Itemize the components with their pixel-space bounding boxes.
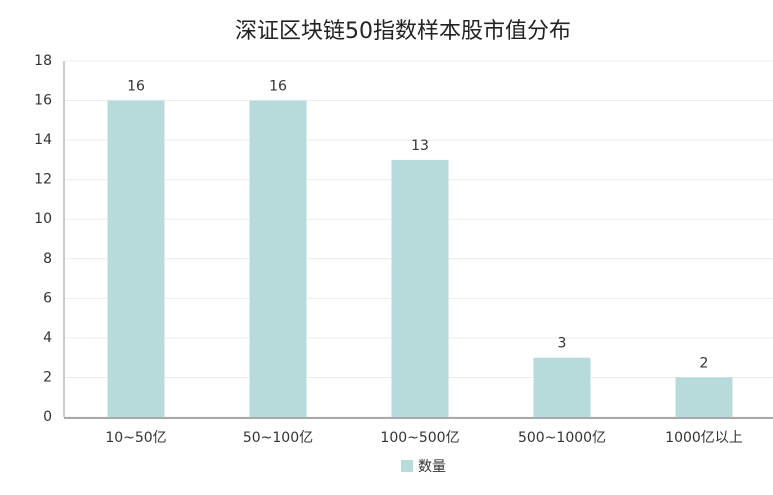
y-tick-label: 10 — [34, 211, 52, 227]
data-label: 3 — [558, 336, 567, 352]
y-tick-label: 8 — [43, 251, 52, 267]
chart-title: 深证区块链50指数样本股市值分布 — [235, 19, 571, 44]
legend-swatch — [401, 460, 413, 472]
y-tick-label: 18 — [34, 53, 52, 69]
data-label: 16 — [127, 79, 145, 95]
y-tick-label: 4 — [43, 330, 52, 346]
x-tick-label: 1000亿以上 — [665, 430, 743, 446]
data-label: 13 — [411, 138, 429, 154]
x-tick-label: 10~50亿 — [105, 430, 166, 446]
bar — [675, 377, 733, 417]
x-tick-label: 50~100亿 — [243, 430, 313, 446]
bar — [107, 100, 165, 418]
y-tick-label: 2 — [43, 369, 52, 385]
bar — [391, 159, 449, 417]
data-label: 16 — [269, 79, 287, 95]
x-tick-label: 500~1000亿 — [518, 430, 606, 446]
y-tick-label: 16 — [34, 93, 52, 109]
x-tick-label: 100~500亿 — [380, 430, 459, 446]
y-tick-label: 0 — [43, 409, 52, 425]
data-label: 2 — [700, 355, 709, 371]
legend-label: 数量 — [418, 459, 446, 475]
bar — [249, 100, 307, 418]
y-tick-label: 6 — [43, 290, 52, 306]
y-tick-label: 14 — [34, 132, 52, 148]
y-tick-label: 12 — [34, 172, 52, 188]
bar — [533, 357, 591, 417]
